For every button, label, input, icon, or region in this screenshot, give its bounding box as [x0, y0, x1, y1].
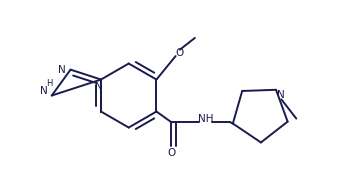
Text: N: N — [95, 82, 103, 92]
Text: O: O — [167, 148, 176, 158]
Text: H: H — [46, 79, 53, 88]
Text: N: N — [278, 90, 285, 100]
Text: N: N — [58, 65, 66, 75]
Text: O: O — [176, 48, 184, 58]
Text: N: N — [41, 86, 48, 96]
Text: NH: NH — [198, 114, 213, 124]
